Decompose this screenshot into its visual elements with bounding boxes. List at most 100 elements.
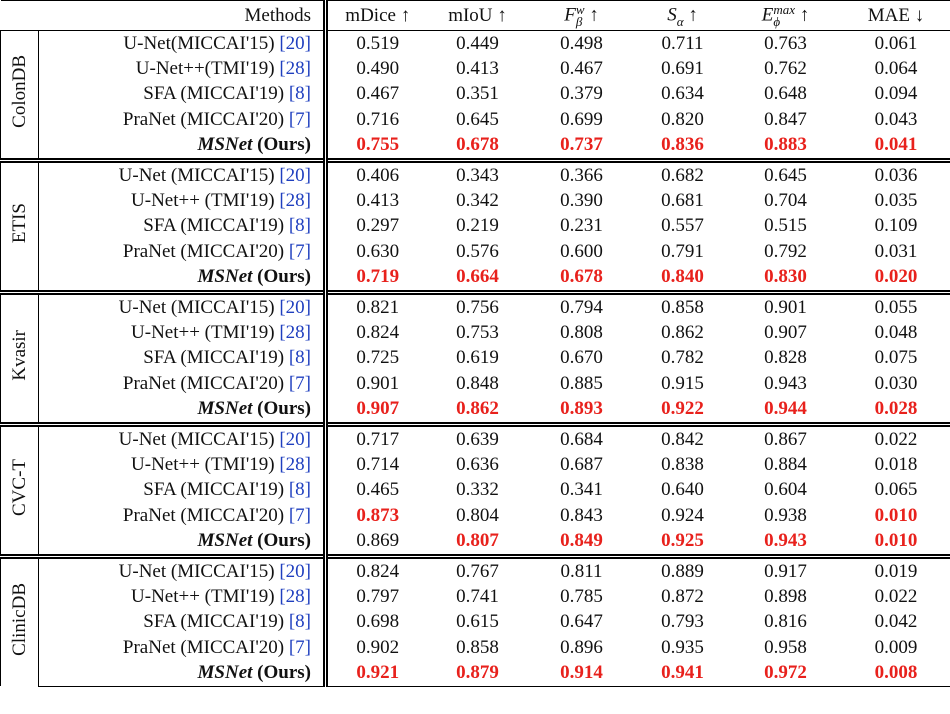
value-cell: 0.678 [456, 134, 499, 156]
value-cell: 0.873 [356, 504, 400, 526]
method-name: U-Net++ (TMI'19) [131, 190, 275, 212]
citation: [7] [288, 636, 311, 658]
method-name: MSNet [197, 398, 253, 420]
value-cell: 0.390 [560, 190, 603, 212]
value-cell: 0.935 [661, 636, 704, 658]
header-sup: w [575, 1, 585, 17]
data-row: SFA (MICCAI'19) [8] 0.465 0.332 0.341 0.640 0… [1, 477, 950, 504]
citation: [7] [288, 504, 311, 526]
value-cell: 0.893 [560, 398, 603, 420]
value-cell: 0.915 [661, 372, 704, 394]
value-cell: 0.858 [635, 289, 730, 321]
header-arrow: ↑ [688, 3, 698, 25]
value-cell: 0.884 [764, 453, 807, 475]
method-name: SFA (MICCAI'19) [143, 479, 285, 501]
value-cell: 0.619 [456, 347, 499, 369]
method-cell: U-Net (MICCAI'15) [20] [38, 157, 328, 189]
method-name: PraNet (MICCAI'20) [122, 108, 285, 130]
value-cell: 0.010 [874, 530, 918, 552]
data-row: SFA (MICCAI'19) [8] 0.698 0.615 0.647 0.793 0… [1, 609, 950, 635]
value-cell: 0.647 [560, 611, 603, 633]
header-text: Methods [244, 4, 312, 26]
value-cell: 0.824 [356, 321, 400, 343]
value-cell: 0.840 [661, 266, 704, 288]
value-cell: 0.847 [764, 108, 807, 130]
method-cell: MSNet (Ours) [38, 528, 328, 557]
value-cell: 0.645 [456, 108, 499, 130]
value-cell: 0.630 [356, 240, 400, 262]
citation: [7] [288, 372, 311, 394]
method-cell: SFA (MICCAI'19) [8] [38, 81, 328, 108]
value-cell: 0.379 [560, 83, 603, 105]
value-cell: 0.670 [560, 347, 603, 369]
value-cell: 0.640 [661, 479, 704, 501]
value-cell: 0.828 [764, 347, 807, 369]
method-cell: MSNet (Ours) [38, 264, 328, 293]
data-row: PraNet (MICCAI'20) [7] 0.716 0.645 0.699 0.8… [1, 107, 950, 133]
value-cell: 0.065 [874, 479, 918, 501]
value-cell: 0.794 [527, 289, 636, 321]
value-cell: 0.902 [356, 636, 400, 658]
value-cell: 0.907 [764, 321, 807, 343]
data-row: SFA (MICCAI'19) [8] 0.297 0.219 0.231 0.557 0… [1, 213, 950, 240]
header-cell: mIoU ↑ [427, 0, 528, 31]
value-cell: 0.064 [874, 58, 918, 80]
citation: [8] [288, 215, 311, 237]
value-cell: 0.019 [841, 553, 950, 585]
header-sub: α [676, 13, 684, 29]
value-cell: 0.917 [729, 553, 842, 585]
value-cell: 0.413 [456, 58, 499, 80]
value-cell: 0.755 [356, 134, 400, 156]
value-cell: 0.714 [356, 453, 400, 475]
value-cell: 0.351 [456, 83, 499, 105]
group-cell: CVC-T [0, 421, 39, 557]
method-name: U-Net (MICCAI'15) [118, 428, 275, 450]
citation: [28] [279, 453, 311, 475]
method-name: U-Net (MICCAI'15) [118, 560, 275, 582]
data-row: U-Net++ (TMI'19) [28] 0.797 0.741 0.785 0.87… [1, 584, 950, 610]
citation: [8] [288, 347, 311, 369]
header-sub: β [575, 13, 583, 29]
value-cell: 0.600 [560, 240, 603, 262]
group-label: ClinicDB [8, 583, 30, 656]
value-cell: 0.639 [427, 421, 528, 453]
value-cell: 0.061 [874, 32, 918, 54]
value-cell: 0.645 [729, 157, 842, 189]
header-text: MAE ↓ [867, 4, 925, 26]
value-cell: 0.791 [661, 240, 704, 262]
value-cell: 0.634 [661, 83, 704, 105]
value-cell: 0.094 [874, 83, 918, 105]
value-cell: 0.838 [661, 453, 704, 475]
method-name: PraNet (MICCAI'20) [122, 504, 285, 526]
group-cell: Kvasir [0, 289, 39, 425]
value-cell: 0.872 [661, 585, 704, 607]
method-cell: U-Net (MICCAI'15) [20] [38, 553, 328, 585]
method-cell: U-Net++ (TMI'19) [28] [38, 452, 328, 478]
value-cell: 0.498 [560, 32, 603, 54]
method-cell: SFA (MICCAI'19) [8] [38, 477, 328, 504]
header-cell: S α ↑ [635, 0, 730, 31]
method-name: PraNet (MICCAI'20) [122, 636, 285, 658]
table-body: ColonDB U-Net(MICCAI'15) [20] 0.519 0.449 0.… [0, 30, 950, 687]
value-cell: 0.009 [874, 636, 918, 658]
value-cell: 0.028 [874, 398, 918, 420]
value-cell: 0.449 [456, 32, 499, 54]
value-cell: 0.018 [874, 453, 918, 475]
citation: [20] [279, 428, 311, 450]
value-cell: 0.907 [356, 398, 400, 420]
value-cell: 0.332 [456, 479, 499, 501]
value-cell: 0.741 [456, 585, 499, 607]
group-label: ETIS [8, 203, 30, 244]
value-cell: 0.924 [661, 504, 704, 526]
value-cell: 0.678 [560, 266, 603, 288]
data-row: MSNet (Ours) 0.907 0.862 0.893 0.922 0.944 0.0… [1, 396, 950, 425]
value-cell: 0.022 [841, 421, 950, 453]
value-cell: 0.958 [764, 636, 807, 658]
method-cell: U-Net++ (TMI'19) [28] [38, 320, 328, 346]
value-cell: 0.604 [764, 479, 807, 501]
value-cell: 0.041 [874, 134, 918, 156]
value-cell: 0.797 [356, 585, 400, 607]
value-cell: 0.717 [325, 421, 428, 453]
header-symbol: F [564, 3, 576, 25]
value-cell: 0.055 [841, 289, 950, 321]
